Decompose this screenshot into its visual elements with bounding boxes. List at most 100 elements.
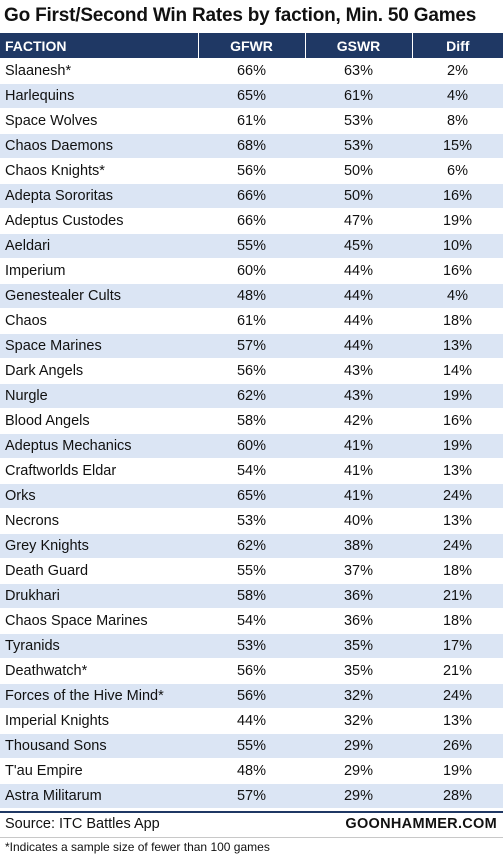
cell-gswr: 53%	[305, 133, 412, 159]
cell-faction: Blood Angels	[0, 408, 198, 434]
cell-faction: Harlequins	[0, 83, 198, 109]
cell-diff: 16%	[412, 183, 503, 209]
table-row: Astra Militarum 57% 29% 28%	[0, 783, 503, 808]
cell-faction: Adepta Sororitas	[0, 183, 198, 209]
cell-gfwr: 65%	[198, 83, 305, 109]
cell-gswr: 45%	[305, 233, 412, 259]
table-row: Necrons 53% 40% 13%	[0, 508, 503, 534]
cell-gswr: 44%	[305, 258, 412, 284]
cell-gfwr: 58%	[198, 408, 305, 434]
table-row: Nurgle 62% 43% 19%	[0, 383, 503, 409]
cell-gswr: 37%	[305, 558, 412, 584]
cell-diff: 10%	[412, 233, 503, 259]
cell-faction: Imperium	[0, 258, 198, 284]
chart-title: Go First/Second Win Rates by faction, Mi…	[4, 5, 477, 26]
cell-faction: Genestealer Cults	[0, 283, 198, 309]
cell-gswr: 42%	[305, 408, 412, 434]
cell-diff: 17%	[412, 633, 503, 659]
cell-gfwr: 66%	[198, 58, 305, 84]
cell-gfwr: 55%	[198, 558, 305, 584]
cell-gswr: 29%	[305, 733, 412, 759]
header-row: FACTION GFWR GSWR Diff	[0, 33, 503, 59]
cell-faction: Thousand Sons	[0, 733, 198, 759]
cell-gfwr: 54%	[198, 608, 305, 634]
cell-diff: 6%	[412, 158, 503, 184]
cell-diff: 18%	[412, 608, 503, 634]
cell-gfwr: 56%	[198, 158, 305, 184]
table-row: Genestealer Cults 48% 44% 4%	[0, 283, 503, 309]
cell-faction: Chaos	[0, 308, 198, 334]
table-row: Chaos 61% 44% 18%	[0, 308, 503, 334]
table-row: Slaanesh* 66% 63% 2%	[0, 58, 503, 84]
cell-faction: Drukhari	[0, 583, 198, 609]
table-row: Chaos Knights* 56% 50% 6%	[0, 158, 503, 184]
table-row: Imperial Knights 44% 32% 13%	[0, 708, 503, 734]
cell-diff: 24%	[412, 483, 503, 509]
cell-diff: 19%	[412, 208, 503, 234]
cell-diff: 18%	[412, 558, 503, 584]
cell-gfwr: 58%	[198, 583, 305, 609]
cell-diff: 16%	[412, 258, 503, 284]
cell-gfwr: 53%	[198, 508, 305, 534]
cell-gswr: 32%	[305, 708, 412, 734]
table-row: Harlequins 65% 61% 4%	[0, 83, 503, 109]
cell-faction: Adeptus Custodes	[0, 208, 198, 234]
cell-gfwr: 48%	[198, 283, 305, 309]
cell-diff: 21%	[412, 658, 503, 684]
cell-gswr: 41%	[305, 483, 412, 509]
table-row: Space Wolves 61% 53% 8%	[0, 108, 503, 134]
cell-gfwr: 66%	[198, 208, 305, 234]
table-row: Craftworlds Eldar 54% 41% 13%	[0, 458, 503, 484]
cell-gfwr: 60%	[198, 433, 305, 459]
cell-faction: Tyranids	[0, 633, 198, 659]
cell-faction: Astra Militarum	[0, 783, 198, 808]
cell-faction: Dark Angels	[0, 358, 198, 384]
table-row: Adeptus Mechanics 60% 41% 19%	[0, 433, 503, 459]
cell-gfwr: 56%	[198, 658, 305, 684]
win-rate-table: FACTION GFWR GSWR Diff Slaanesh* 66% 63% 2%…	[0, 33, 503, 808]
cell-diff: 21%	[412, 583, 503, 609]
cell-gfwr: 66%	[198, 183, 305, 209]
cell-diff: 13%	[412, 708, 503, 734]
table-row: Thousand Sons 55% 29% 26%	[0, 733, 503, 759]
cell-gfwr: 55%	[198, 233, 305, 259]
table-row: T'au Empire 48% 29% 19%	[0, 758, 503, 784]
cell-faction: Grey Knights	[0, 533, 198, 559]
cell-gfwr: 61%	[198, 108, 305, 134]
cell-gfwr: 48%	[198, 758, 305, 784]
cell-gswr: 35%	[305, 633, 412, 659]
column-header-gswr: GSWR	[305, 33, 413, 59]
table-row: Death Guard 55% 37% 18%	[0, 558, 503, 584]
cell-faction: Slaanesh*	[0, 58, 198, 84]
cell-gswr: 32%	[305, 683, 412, 709]
cell-faction: T'au Empire	[0, 758, 198, 784]
cell-gswr: 41%	[305, 458, 412, 484]
cell-gswr: 63%	[305, 58, 412, 84]
cell-diff: 19%	[412, 758, 503, 784]
cell-diff: 2%	[412, 58, 503, 84]
cell-diff: 24%	[412, 683, 503, 709]
cell-diff: 13%	[412, 508, 503, 534]
table-row: Aeldari 55% 45% 10%	[0, 233, 503, 259]
footer: Source: ITC Battles App GOONHAMMER.COM	[0, 811, 503, 838]
cell-gswr: 36%	[305, 583, 412, 609]
table-row: Grey Knights 62% 38% 24%	[0, 533, 503, 559]
cell-diff: 19%	[412, 383, 503, 409]
cell-faction: Nurgle	[0, 383, 198, 409]
cell-gfwr: 57%	[198, 333, 305, 359]
table-row: Deathwatch* 56% 35% 21%	[0, 658, 503, 684]
column-header-diff: Diff	[412, 33, 503, 59]
column-header-faction: FACTION	[0, 33, 199, 59]
cell-gswr: 47%	[305, 208, 412, 234]
cell-faction: Space Wolves	[0, 108, 198, 134]
table-row: Imperium 60% 44% 16%	[0, 258, 503, 284]
cell-diff: 28%	[412, 783, 503, 808]
cell-faction: Forces of the Hive Mind*	[0, 683, 198, 709]
cell-diff: 4%	[412, 283, 503, 309]
cell-gswr: 29%	[305, 758, 412, 784]
footnote: *Indicates a sample size of fewer than 1…	[5, 840, 270, 854]
table-row: Blood Angels 58% 42% 16%	[0, 408, 503, 434]
cell-diff: 13%	[412, 458, 503, 484]
table-row: Forces of the Hive Mind* 56% 32% 24%	[0, 683, 503, 709]
cell-gswr: 41%	[305, 433, 412, 459]
